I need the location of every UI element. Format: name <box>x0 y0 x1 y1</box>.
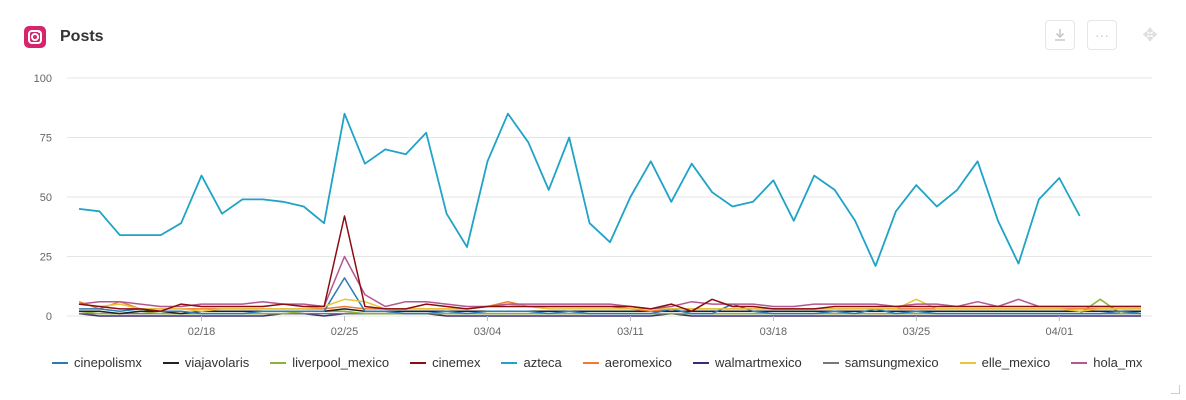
legend-label: cinepolismx <box>74 355 142 370</box>
legend-label: viajavolaris <box>184 355 250 370</box>
resize-handle[interactable] <box>1171 385 1180 394</box>
x-tick-label: 04/01 <box>1046 326 1074 338</box>
x-tick-label: 03/25 <box>903 326 931 338</box>
legend-label: hola_mx <box>1093 355 1143 370</box>
legend-swatch <box>410 361 427 364</box>
series-line-cinemex <box>78 215 1141 312</box>
legend-item-cinemex[interactable]: cinemex <box>410 355 480 370</box>
series-layer <box>78 112 1142 317</box>
series-line-elle_mexico <box>78 298 1141 312</box>
more-icon: ··· <box>1095 27 1109 43</box>
chart-legend: cinepolismx viajavolaris liverpool_mexico c… <box>52 355 1163 370</box>
axis-layer: 0 25 50 75 100 02/18 02/25 03/04 03/11 03/18 03/25… <box>34 73 1073 338</box>
legend-swatch <box>959 361 976 364</box>
legend-item-hola_mx[interactable]: hola_mx <box>1071 355 1142 370</box>
legend-item-azteca[interactable]: azteca <box>501 355 562 370</box>
card-header: Posts <box>24 24 104 50</box>
y-tick-label: 0 <box>46 311 52 323</box>
download-button[interactable] <box>1045 20 1075 50</box>
legend-swatch <box>1071 361 1088 364</box>
chart-title: Posts <box>60 28 104 45</box>
series-line-viajavolaris <box>79 308 1141 315</box>
legend-item-cinepolismx[interactable]: cinepolismx <box>52 355 142 370</box>
download-icon <box>1055 29 1065 41</box>
legend-label: samsungmexico <box>844 355 939 370</box>
x-tick-label: 03/18 <box>760 326 788 338</box>
x-tick-label: 02/25 <box>331 326 359 338</box>
legend-label: cinemex <box>432 355 481 370</box>
legend-swatch <box>693 361 709 364</box>
y-tick-label: 75 <box>40 133 52 145</box>
legend-swatch <box>582 361 599 364</box>
x-tick-label: 03/04 <box>474 326 502 338</box>
series-line-walmartmexico <box>78 312 1141 317</box>
legend-item-samsungmexico[interactable]: samsungmexico <box>822 355 939 370</box>
line-chart: 0 25 50 75 100 02/18 02/25 03/04 03/11 03/18 03/25… <box>34 73 1152 338</box>
series-line-hola_mx <box>78 255 1141 310</box>
y-tick-label: 50 <box>40 192 52 204</box>
more-options-button[interactable]: ··· <box>1087 20 1117 50</box>
legend-label: liverpool_mexico <box>292 355 390 370</box>
legend-item-viajavolaris[interactable]: viajavolaris <box>162 355 250 370</box>
instagram-icon <box>24 26 46 48</box>
legend-swatch <box>162 361 179 364</box>
y-tick-label: 25 <box>40 252 52 264</box>
legend-label: elle_mexico <box>981 355 1051 370</box>
x-tick-label: 03/11 <box>617 326 644 338</box>
move-handle[interactable]: ✥ <box>1135 20 1165 50</box>
series-line-cinepolismx <box>79 277 1142 315</box>
legend-label: walmartmexico <box>715 355 802 370</box>
series-line-azteca <box>78 112 1081 267</box>
legend-label: aeromexico <box>604 355 672 370</box>
move-icon: ✥ <box>1142 24 1158 45</box>
y-tick-label: 100 <box>34 73 52 85</box>
legend-item-aeromexico[interactable]: aeromexico <box>582 355 672 370</box>
legend-item-elle_mexico[interactable]: elle_mexico <box>959 355 1051 370</box>
legend-label: azteca <box>523 355 562 370</box>
x-tick-label: 02/18 <box>188 326 216 338</box>
legend-swatch <box>822 361 839 364</box>
legend-item-liverpool_mexico[interactable]: liverpool_mexico <box>270 355 389 370</box>
legend-swatch <box>52 361 68 364</box>
legend-swatch <box>501 361 518 364</box>
legend-swatch <box>270 361 287 364</box>
legend-item-walmartmexico[interactable]: walmartmexico <box>693 355 802 370</box>
